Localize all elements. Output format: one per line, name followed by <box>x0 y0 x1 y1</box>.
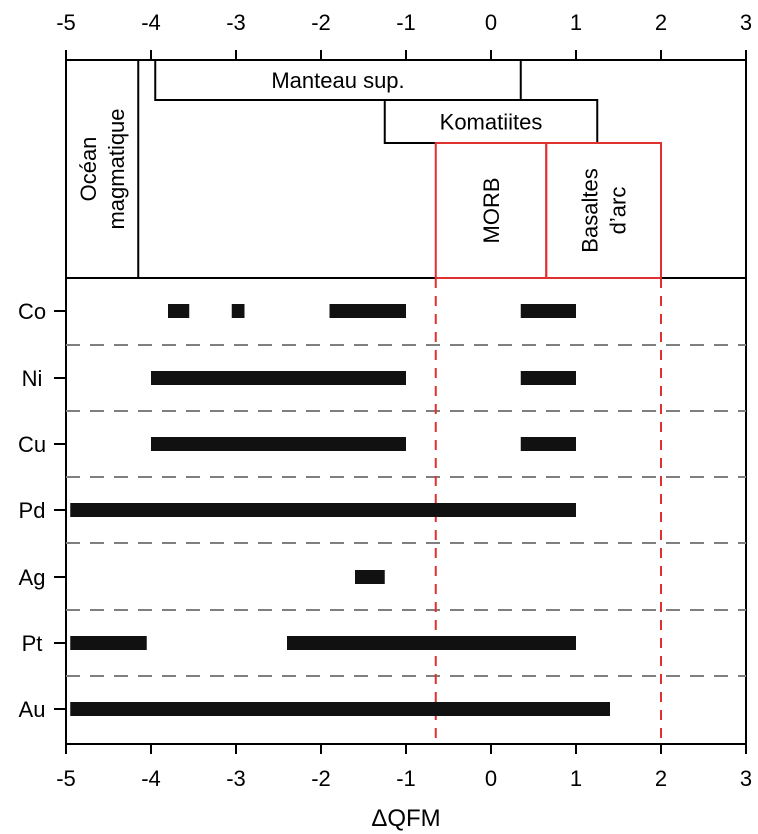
range-bar <box>520 304 576 318</box>
tick-label-top: -5 <box>56 10 76 35</box>
tick-label-bottom: 1 <box>570 766 582 791</box>
range-bar <box>329 304 406 318</box>
element-label: Ag <box>19 565 46 590</box>
tick-label-top: 3 <box>740 10 752 35</box>
range-bar <box>355 570 385 584</box>
region-label-group: magmatique <box>104 108 129 229</box>
range-bar <box>287 636 576 650</box>
region-label: MORB <box>479 178 504 244</box>
tick-label-bottom: -4 <box>141 766 161 791</box>
tick-label-top: 1 <box>570 10 582 35</box>
range-bar <box>70 702 610 716</box>
tick-label-bottom: -5 <box>56 766 76 791</box>
element-label: Co <box>18 299 46 324</box>
tick-label-top: -3 <box>226 10 246 35</box>
element-label: Pd <box>19 498 46 523</box>
region-label: Océan <box>76 137 101 202</box>
range-bar <box>520 437 576 451</box>
tick-label-top: -2 <box>311 10 331 35</box>
region-label-group: Basaltes <box>578 168 603 252</box>
region-label-group: MORB <box>479 178 504 244</box>
region-label: Komatiites <box>440 110 543 135</box>
element-label: Ni <box>22 366 43 391</box>
region-label: Manteau sup. <box>271 68 404 93</box>
tick-label-bottom: -2 <box>311 766 331 791</box>
region-label: magmatique <box>104 108 129 229</box>
region-box <box>545 142 662 279</box>
element-label: Cu <box>18 432 46 457</box>
range-bar <box>70 636 147 650</box>
range-bar <box>520 371 576 385</box>
tick-label-bottom: -3 <box>226 766 246 791</box>
range-bar <box>151 371 406 385</box>
range-bar <box>70 503 576 517</box>
range-bar <box>168 304 190 318</box>
tick-label-bottom: 3 <box>740 766 752 791</box>
region-label-group: d’arc <box>606 187 631 235</box>
tick-label-top: -4 <box>141 10 161 35</box>
tick-label-bottom: 2 <box>655 766 667 791</box>
element-label: Pt <box>22 631 43 656</box>
x-axis-title: ΔQFM <box>371 805 440 832</box>
tick-label-top: 0 <box>485 10 497 35</box>
element-label: Au <box>19 697 46 722</box>
range-bar <box>231 304 245 318</box>
tick-label-top: 2 <box>655 10 667 35</box>
region-label-group: Océan <box>76 137 101 202</box>
region-box <box>154 59 522 101</box>
region-label: Basaltes <box>578 168 603 252</box>
tick-label-bottom: 0 <box>485 766 497 791</box>
region-label: d’arc <box>606 187 631 235</box>
tick-label-bottom: -1 <box>396 766 416 791</box>
tick-label-top: -1 <box>396 10 416 35</box>
range-bar <box>151 437 406 451</box>
